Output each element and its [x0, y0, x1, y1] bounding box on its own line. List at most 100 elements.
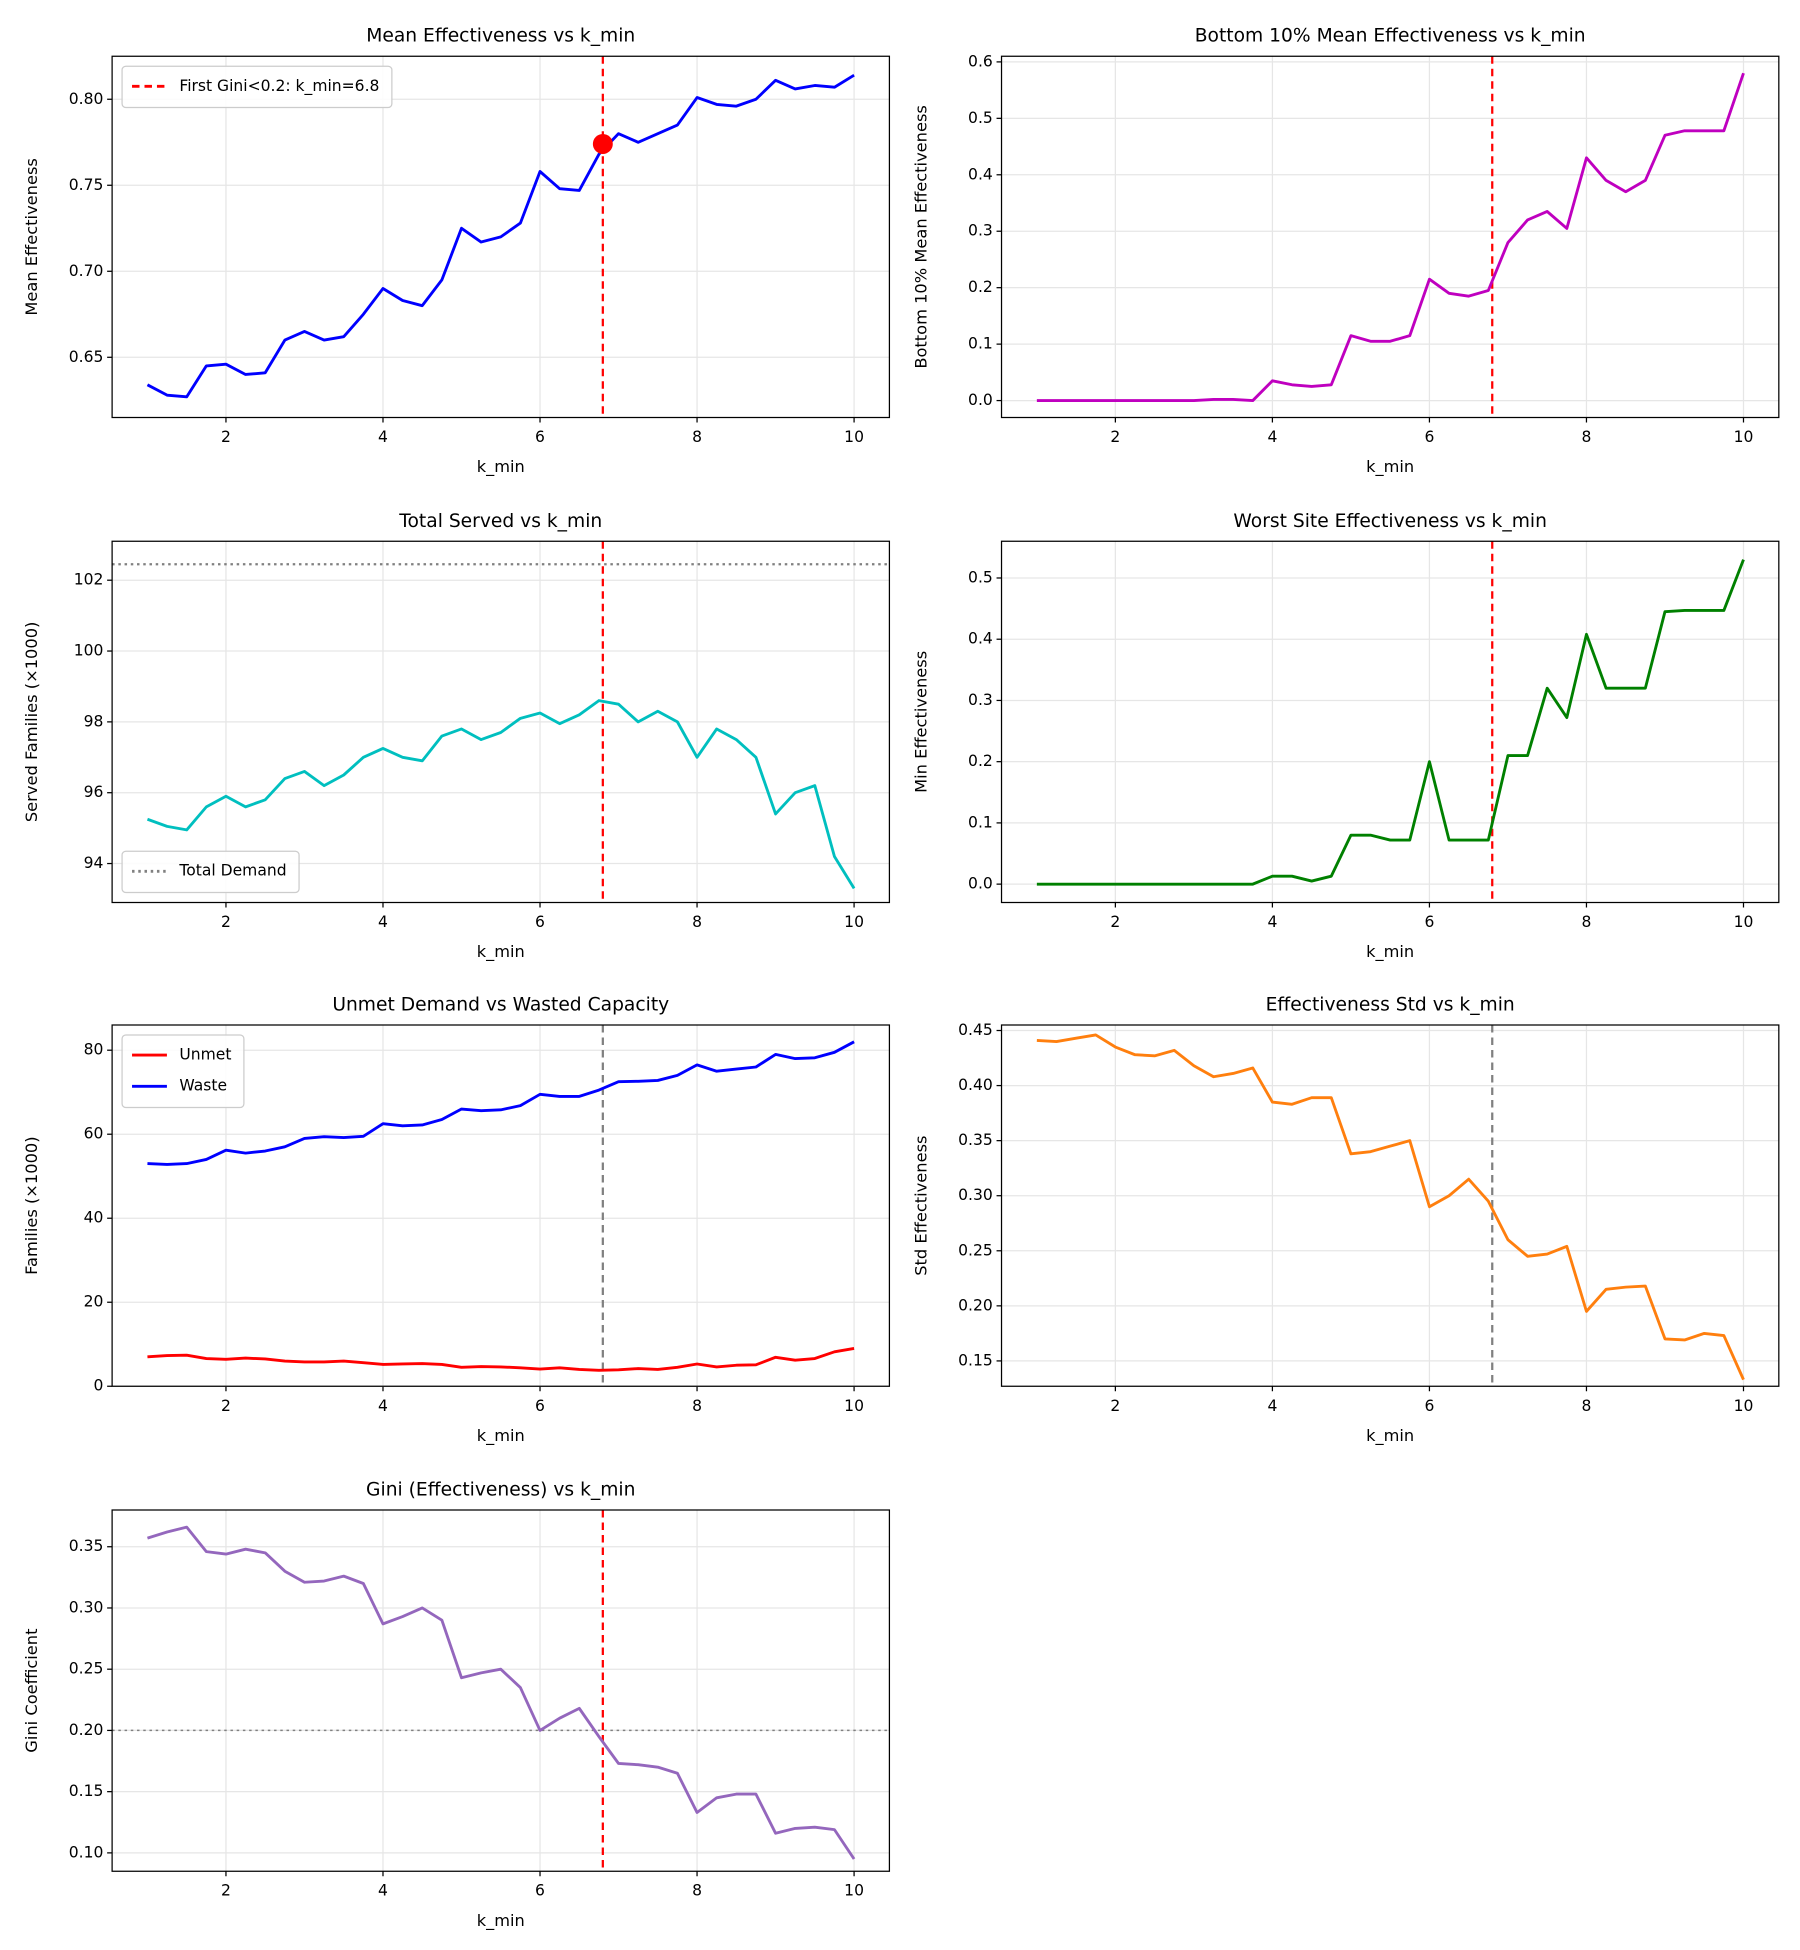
x-tick-label: 6: [535, 913, 545, 931]
y-tick-label: 0.80: [69, 90, 104, 108]
y-tick-label: 94: [84, 854, 104, 872]
x-tick-label: 6: [535, 1882, 545, 1900]
axes-frame: [1000, 540, 1780, 904]
axes-frame: [111, 540, 891, 904]
y-tick-label: 80: [84, 1041, 104, 1059]
y-tick-label: 0.0: [968, 391, 993, 409]
y-tick-label: 0.35: [69, 1537, 104, 1555]
x-tick-label: 8: [692, 913, 702, 931]
y-tick-label: 0.35: [958, 1131, 993, 1149]
y-axis-label: Mean Effectiveness: [22, 158, 41, 316]
y-tick-label: 0.6: [968, 52, 993, 70]
y-tick-label: 0.4: [968, 165, 993, 183]
y-axis-label: Bottom 10% Mean Effectiveness: [911, 105, 930, 369]
x-tick-label: 6: [1424, 428, 1434, 446]
chart-title: Worst Site Effectiveness vs k_min: [1233, 511, 1546, 532]
line: [146, 73, 855, 399]
x-tick-label: 2: [221, 428, 231, 446]
x-tick-label: 4: [378, 913, 388, 931]
y-tick-label: 0.15: [69, 1782, 104, 1800]
x-tick-label: 6: [1424, 1397, 1434, 1415]
y-tick-label: 20: [84, 1293, 104, 1311]
y-tick-label: 0.75: [69, 176, 104, 194]
y-tick-label: 0.5: [968, 568, 993, 586]
chart-title: Total Served vs k_min: [398, 511, 602, 532]
chart-title: Mean Effectiveness vs k_min: [366, 26, 635, 47]
x-tick-label: 8: [692, 1397, 702, 1415]
x-tick-label: 8: [1582, 913, 1592, 931]
y-axis-label: Served Families (×1000): [22, 622, 41, 823]
x-tick-label: 2: [221, 1882, 231, 1900]
y-tick-label: 0.25: [69, 1660, 104, 1678]
x-tick-label: 10: [844, 913, 864, 931]
y-tick-label: 0.2: [968, 278, 993, 296]
x-tick-label: 8: [1582, 1397, 1592, 1415]
line: [147, 1525, 856, 1860]
x-tick-label: 2: [1110, 913, 1120, 931]
x-tick-label: 4: [378, 1882, 388, 1900]
y-tick-label: 40: [84, 1209, 104, 1227]
x-tick-label: 2: [221, 913, 231, 931]
chart-title: Unmet Demand vs Wasted Capacity: [332, 994, 669, 1015]
y-tick-label: 0.1: [968, 335, 993, 353]
y-tick-label: 0.25: [958, 1241, 993, 1259]
marker: [592, 133, 613, 154]
x-axis-label: k_min: [1366, 1426, 1414, 1446]
y-tick-label: 0.30: [69, 1598, 104, 1616]
subplot: 2 4 6 8 10 0.0 0.1 0.2 0.3 0.4 0.5 Worst Site Effec…: [911, 511, 1780, 962]
y-tick-label: 0.2: [968, 752, 993, 770]
chart-title: Gini (Effectiveness) vs k_min: [366, 1479, 635, 1500]
legend-label: First Gini<0.2: k_min=6.8: [179, 77, 379, 96]
y-axis-label: Min Effectiveness: [911, 651, 930, 793]
y-tick-label: 0.15: [958, 1351, 993, 1369]
line: [1036, 559, 1745, 886]
y-tick-label: 0.3: [968, 222, 993, 240]
x-axis-label: k_min: [477, 942, 525, 962]
subplot: 2 4 6 8 10 94 96 98 100 102 Total Served vs k_mink…: [22, 511, 891, 962]
y-tick-label: 0.40: [958, 1076, 993, 1094]
x-tick-label: 4: [1267, 428, 1277, 446]
y-tick-label: 0.65: [69, 348, 104, 366]
x-tick-label: 10: [844, 1397, 864, 1415]
y-tick-label: 0.0: [968, 875, 993, 893]
x-tick-label: 4: [378, 428, 388, 446]
x-tick-label: 8: [692, 1882, 702, 1900]
legend-label: Unmet: [179, 1045, 231, 1063]
subplot: 2 4 6 8 10 0.10 0.15 0.20 0.25 0.30 0.35 Gini (Effe…: [22, 1479, 891, 1931]
chart-title: Effectiveness Std vs k_min: [1266, 994, 1515, 1015]
y-tick-label: 0.1: [968, 813, 993, 831]
y-axis-label: Std Effectiveness: [911, 1135, 930, 1275]
y-tick-label: 96: [84, 783, 104, 801]
x-tick-label: 2: [221, 1397, 231, 1415]
legend-label: Waste: [179, 1077, 227, 1095]
x-tick-label: 8: [1582, 428, 1592, 446]
x-tick-label: 6: [535, 428, 545, 446]
y-tick-label: 100: [74, 642, 104, 660]
x-axis-label: k_min: [477, 1911, 525, 1931]
axes-frame: [1000, 1024, 1780, 1387]
x-axis-label: k_min: [1366, 942, 1414, 962]
y-tick-label: 0: [93, 1377, 103, 1395]
y-tick-label: 0.30: [958, 1186, 993, 1204]
y-tick-label: 0.10: [69, 1843, 104, 1861]
x-tick-label: 2: [1110, 1397, 1120, 1415]
x-tick-label: 10: [1734, 428, 1754, 446]
x-tick-label: 6: [1424, 913, 1434, 931]
x-tick-label: 8: [692, 428, 702, 446]
x-tick-label: 4: [378, 1397, 388, 1415]
legend: [121, 65, 393, 109]
y-tick-label: 60: [84, 1125, 104, 1143]
x-tick-label: 10: [844, 1882, 864, 1900]
y-tick-label: 0.3: [968, 691, 993, 709]
y-tick-label: 0.20: [69, 1721, 104, 1739]
y-tick-label: 0.5: [968, 109, 993, 127]
y-tick-label: 98: [84, 712, 104, 730]
x-axis-label: k_min: [1366, 457, 1414, 477]
legend: [121, 850, 300, 894]
y-tick-label: 0.70: [69, 262, 104, 280]
x-tick-label: 10: [844, 428, 864, 446]
axes-frame: [111, 1024, 891, 1387]
subplot: 2 4 6 8 10 0.65 0.70 0.75 0.80 Mean Effectiveness…: [22, 26, 891, 477]
x-axis-label: k_min: [477, 457, 525, 477]
